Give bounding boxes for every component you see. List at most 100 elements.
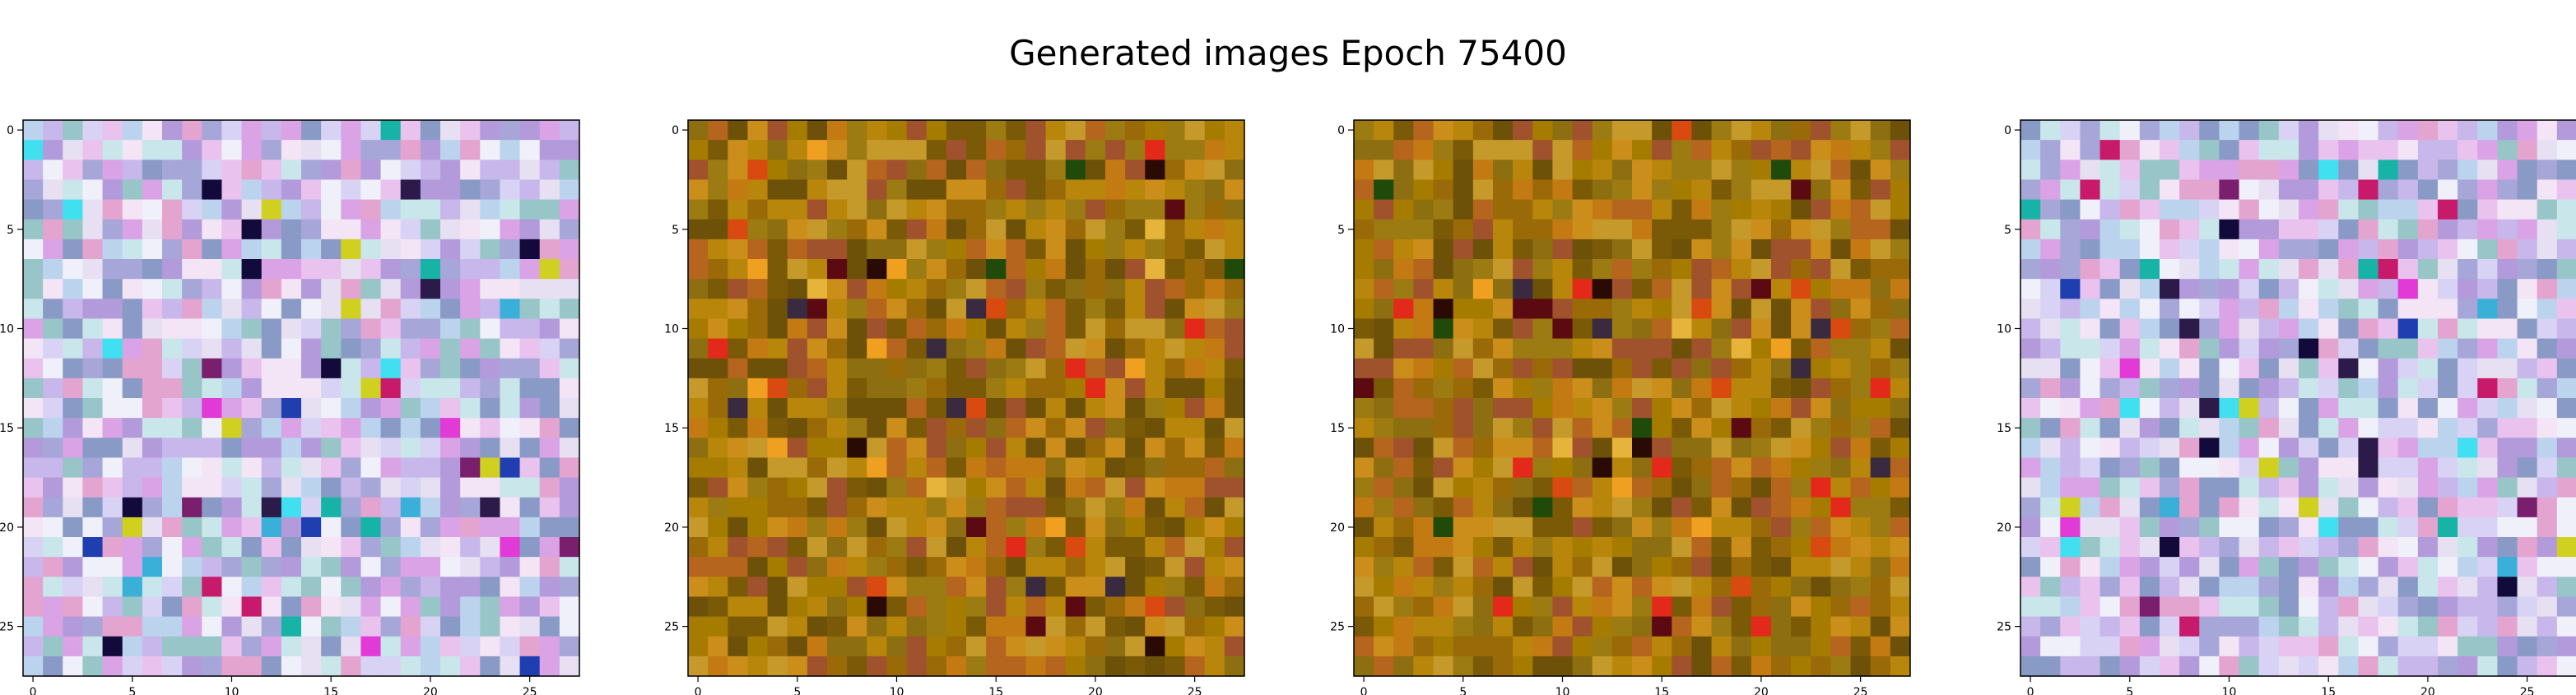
pixel-cell — [221, 179, 242, 200]
pixel-cell — [1632, 359, 1653, 379]
pixel-cell — [2160, 418, 2180, 438]
pixel-cell — [2140, 438, 2160, 458]
pixel-cell — [2537, 517, 2558, 538]
pixel-cell — [2318, 457, 2339, 478]
pixel-cell — [321, 517, 342, 538]
pixel-cell — [2179, 279, 2200, 299]
pixel-cell — [2497, 359, 2518, 379]
pixel-cell — [82, 220, 103, 240]
pixel-cell — [1652, 637, 1672, 657]
pixel-cell — [401, 339, 421, 359]
pixel-cell — [202, 656, 222, 677]
pixel-cell — [381, 517, 402, 538]
pixel-cell — [1632, 577, 1653, 597]
pixel-cell — [460, 318, 481, 339]
pixel-cell — [886, 557, 907, 577]
pixel-cell — [2497, 438, 2518, 458]
pixel-cell — [2279, 160, 2299, 180]
pixel-cell — [142, 120, 163, 141]
pixel-cell — [2020, 179, 2041, 200]
pixel-cell — [63, 339, 83, 359]
pixel-cell — [2020, 160, 2041, 180]
pixel-cell — [2040, 378, 2061, 399]
pixel-cell — [807, 299, 828, 319]
pixel-cell — [2518, 656, 2538, 677]
pixel-cell — [1732, 318, 1752, 339]
pixel-cell — [1691, 259, 1712, 280]
pixel-cell — [847, 120, 867, 141]
pixel-cell — [1473, 418, 1494, 438]
pixel-cell — [1791, 517, 1811, 538]
pixel-cell — [1771, 259, 1792, 280]
pixel-cell — [1473, 120, 1494, 141]
pixel-cell — [2318, 220, 2339, 240]
pixel-cell — [1672, 120, 1692, 141]
pixel-cell — [1811, 498, 1831, 518]
pixel-cell — [281, 517, 302, 538]
pixel-cell — [1354, 259, 1374, 280]
pixel-cell — [2438, 557, 2458, 577]
pixel-cell — [1652, 160, 1672, 180]
pixel-cell — [162, 279, 183, 299]
pixel-cell — [1830, 557, 1851, 577]
pixel-cell — [2020, 259, 2041, 280]
pixel-cell — [123, 378, 143, 399]
pixel-cell — [927, 318, 947, 339]
pixel-cell — [1632, 517, 1653, 538]
pixel-cell — [1612, 179, 1633, 200]
pixel-cell — [2518, 279, 2538, 299]
pixel-cell — [728, 239, 748, 260]
pixel-cell — [1453, 617, 1474, 637]
pixel-cell — [966, 299, 987, 319]
pixel-cell — [1374, 160, 1394, 180]
pixel-cell — [460, 398, 481, 419]
pixel-cell — [1552, 438, 1573, 458]
pixel-cell — [1632, 239, 1653, 260]
pixel-cell — [1871, 140, 1891, 160]
pixel-cell — [401, 220, 421, 240]
pixel-cell — [2239, 537, 2260, 558]
pixel-cell — [2279, 498, 2299, 518]
pixel-cell — [927, 537, 947, 558]
pixel-cell — [2457, 299, 2478, 319]
pixel-cell — [1830, 299, 1851, 319]
pixel-cell — [520, 656, 541, 677]
pixel-cell — [2080, 220, 2100, 240]
pixel-cell — [1851, 359, 1872, 379]
pixel-cell — [2477, 537, 2498, 558]
pixel-cell — [82, 259, 103, 280]
pixel-cell — [1890, 318, 1911, 339]
pixel-cell — [2140, 200, 2160, 220]
y-tick-label: 20 — [664, 521, 679, 535]
pixel-cell — [1672, 398, 1692, 419]
pixel-cell — [2518, 359, 2538, 379]
pixel-cell — [381, 318, 402, 339]
pixel-cell — [1791, 398, 1811, 419]
pixel-cell — [907, 259, 928, 280]
pixel-cell — [1532, 557, 1553, 577]
pixel-cell — [1851, 140, 1872, 160]
pixel-cell — [460, 617, 481, 637]
pixel-cell — [966, 318, 987, 339]
pixel-cell — [2418, 617, 2439, 637]
pixel-cell — [1552, 398, 1573, 419]
pixel-cell — [43, 239, 63, 260]
pixel-cell — [1890, 200, 1911, 220]
pixel-cell — [500, 179, 520, 200]
pixel-cell — [2557, 577, 2576, 597]
pixel-cell — [2179, 438, 2200, 458]
pixel-cell — [847, 457, 867, 478]
pixel-cell — [1374, 457, 1394, 478]
pixel-cell — [440, 577, 461, 597]
pixel-cell — [1573, 239, 1593, 260]
pixel-cell — [202, 557, 222, 577]
pixel-cell — [1593, 160, 1613, 180]
pixel-cell — [480, 418, 500, 438]
pixel-cell — [1751, 577, 1772, 597]
pixel-cell — [2020, 418, 2041, 438]
pixel-cell — [1672, 279, 1692, 299]
pixel-cell — [480, 120, 500, 141]
pixel-cell — [2140, 557, 2160, 577]
pixel-cell — [1145, 359, 1165, 379]
pixel-cell — [1552, 457, 1573, 478]
